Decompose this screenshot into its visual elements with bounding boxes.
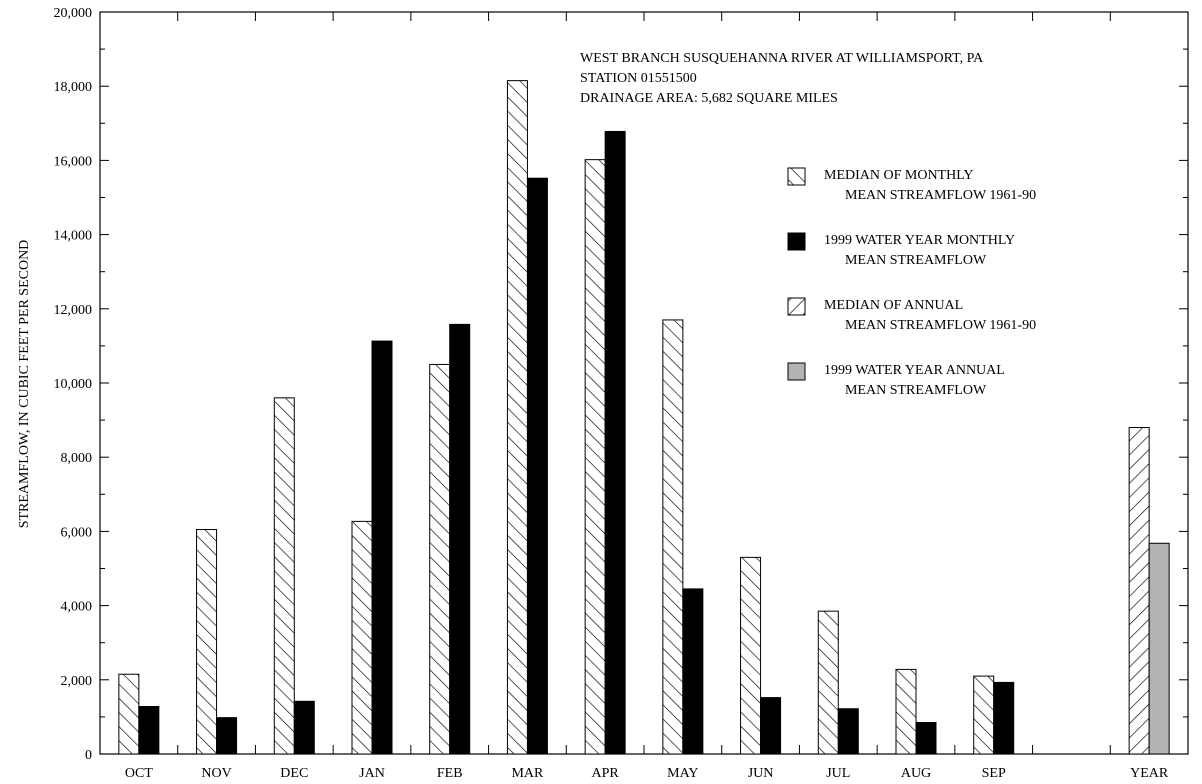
bar-1999-monthly bbox=[604, 130, 626, 755]
station-name: WEST BRANCH SUSQUEHANNA RIVER AT WILLIAM… bbox=[580, 51, 984, 66]
x-tick-label: AUG bbox=[901, 766, 931, 781]
y-tick-label: 14,000 bbox=[54, 229, 93, 244]
bar-1999-annual bbox=[1148, 542, 1170, 755]
legend-swatch bbox=[787, 297, 806, 316]
bar-1999-monthly bbox=[915, 721, 937, 755]
bar-1999-monthly bbox=[371, 340, 393, 755]
y-tick-label: 2,000 bbox=[61, 674, 93, 689]
x-tick-label: JUL bbox=[826, 766, 850, 781]
legend-label-line1: MEDIAN OF MONTHLY bbox=[824, 168, 973, 183]
drainage-area: DRAINAGE AREA: 5,682 SQUARE MILES bbox=[580, 91, 838, 106]
bar-1999-monthly bbox=[993, 681, 1015, 755]
bar-median-monthly bbox=[429, 363, 451, 755]
x-tick-label-year: YEAR bbox=[1130, 766, 1169, 781]
y-tick-label: 18,000 bbox=[54, 80, 93, 95]
bar-1999-monthly bbox=[138, 706, 160, 755]
bar-1999-monthly bbox=[760, 697, 782, 755]
bar-1999-monthly bbox=[682, 588, 704, 755]
y-tick-label: 16,000 bbox=[54, 154, 93, 169]
bar-median-monthly bbox=[895, 668, 917, 755]
y-tick-label: 6,000 bbox=[61, 525, 93, 540]
bar-1999-monthly bbox=[293, 700, 315, 755]
x-tick-label: APR bbox=[592, 766, 620, 781]
station-number: STATION 01551500 bbox=[580, 71, 697, 86]
x-axis bbox=[177, 12, 1111, 754]
legend-label-line1: 1999 WATER YEAR ANNUAL bbox=[824, 363, 1005, 378]
x-tick-label: NOV bbox=[201, 766, 231, 781]
legend-swatch bbox=[787, 232, 806, 251]
x-tick-label: MAY bbox=[667, 766, 698, 781]
y-tick-label: 4,000 bbox=[61, 600, 93, 615]
bar-median-monthly bbox=[196, 529, 218, 755]
x-tick-label: JAN bbox=[359, 766, 385, 781]
bar-median-monthly bbox=[118, 673, 140, 755]
bar-1999-monthly bbox=[526, 177, 548, 755]
y-tick-label: 0 bbox=[85, 748, 92, 763]
legend-label-line1: 1999 WATER YEAR MONTHLY bbox=[824, 233, 1015, 248]
x-tick-label: DEC bbox=[280, 766, 308, 781]
legend-swatch bbox=[787, 167, 806, 186]
x-tick-label: FEB bbox=[437, 766, 463, 781]
bar-1999-monthly bbox=[449, 323, 471, 755]
y-axis-title: STREAMFLOW, IN CUBIC FEET PER SECOND bbox=[17, 240, 32, 529]
bar-median-monthly bbox=[740, 556, 762, 755]
bar-1999-monthly bbox=[216, 717, 238, 755]
x-tick-label: OCT bbox=[125, 766, 153, 781]
legend-label-line1: MEDIAN OF ANNUAL bbox=[824, 298, 963, 313]
bar-median-monthly bbox=[584, 159, 606, 755]
bars-group bbox=[118, 80, 1170, 755]
legend: MEDIAN OF MONTHLY MEAN STREAMFLOW 1961-90… bbox=[787, 167, 1036, 398]
bar-median-monthly bbox=[351, 520, 373, 755]
plot-frame bbox=[99, 11, 1189, 755]
x-tick-label: JUN bbox=[748, 766, 774, 781]
y-tick-label: 10,000 bbox=[54, 377, 93, 392]
x-tick-labels: OCT NOV DEC JAN FEB MAR APR MAY JUN JUL AUG SEP YEAR bbox=[125, 766, 1169, 781]
bar-median-monthly bbox=[817, 610, 839, 755]
legend-label-line2: MEAN STREAMFLOW 1961-90 bbox=[845, 188, 1036, 203]
bar-median-annual bbox=[1128, 427, 1150, 755]
bar-median-monthly bbox=[506, 80, 528, 755]
station-info: WEST BRANCH SUSQUEHANNA RIVER AT WILLIAM… bbox=[580, 51, 984, 106]
bar-median-monthly bbox=[973, 675, 995, 755]
x-tick-label: MAR bbox=[511, 766, 544, 781]
y-axis: 0 2,000 4,000 6,000 8,000 10,000 12,000 14,000 1… bbox=[54, 6, 1188, 763]
legend-label-line2: MEAN STREAMFLOW bbox=[845, 383, 987, 398]
bar-median-monthly bbox=[273, 397, 295, 755]
bar-1999-monthly bbox=[837, 708, 859, 755]
legend-label-line2: MEAN STREAMFLOW bbox=[845, 253, 987, 268]
legend-swatch bbox=[787, 362, 806, 381]
y-tick-label: 20,000 bbox=[54, 6, 93, 21]
y-tick-label: 12,000 bbox=[54, 303, 93, 318]
legend-label-line2: MEAN STREAMFLOW 1961-90 bbox=[845, 318, 1036, 333]
y-tick-label: 8,000 bbox=[61, 451, 93, 466]
x-tick-label: SEP bbox=[982, 766, 1006, 781]
bar-median-monthly bbox=[662, 319, 684, 755]
